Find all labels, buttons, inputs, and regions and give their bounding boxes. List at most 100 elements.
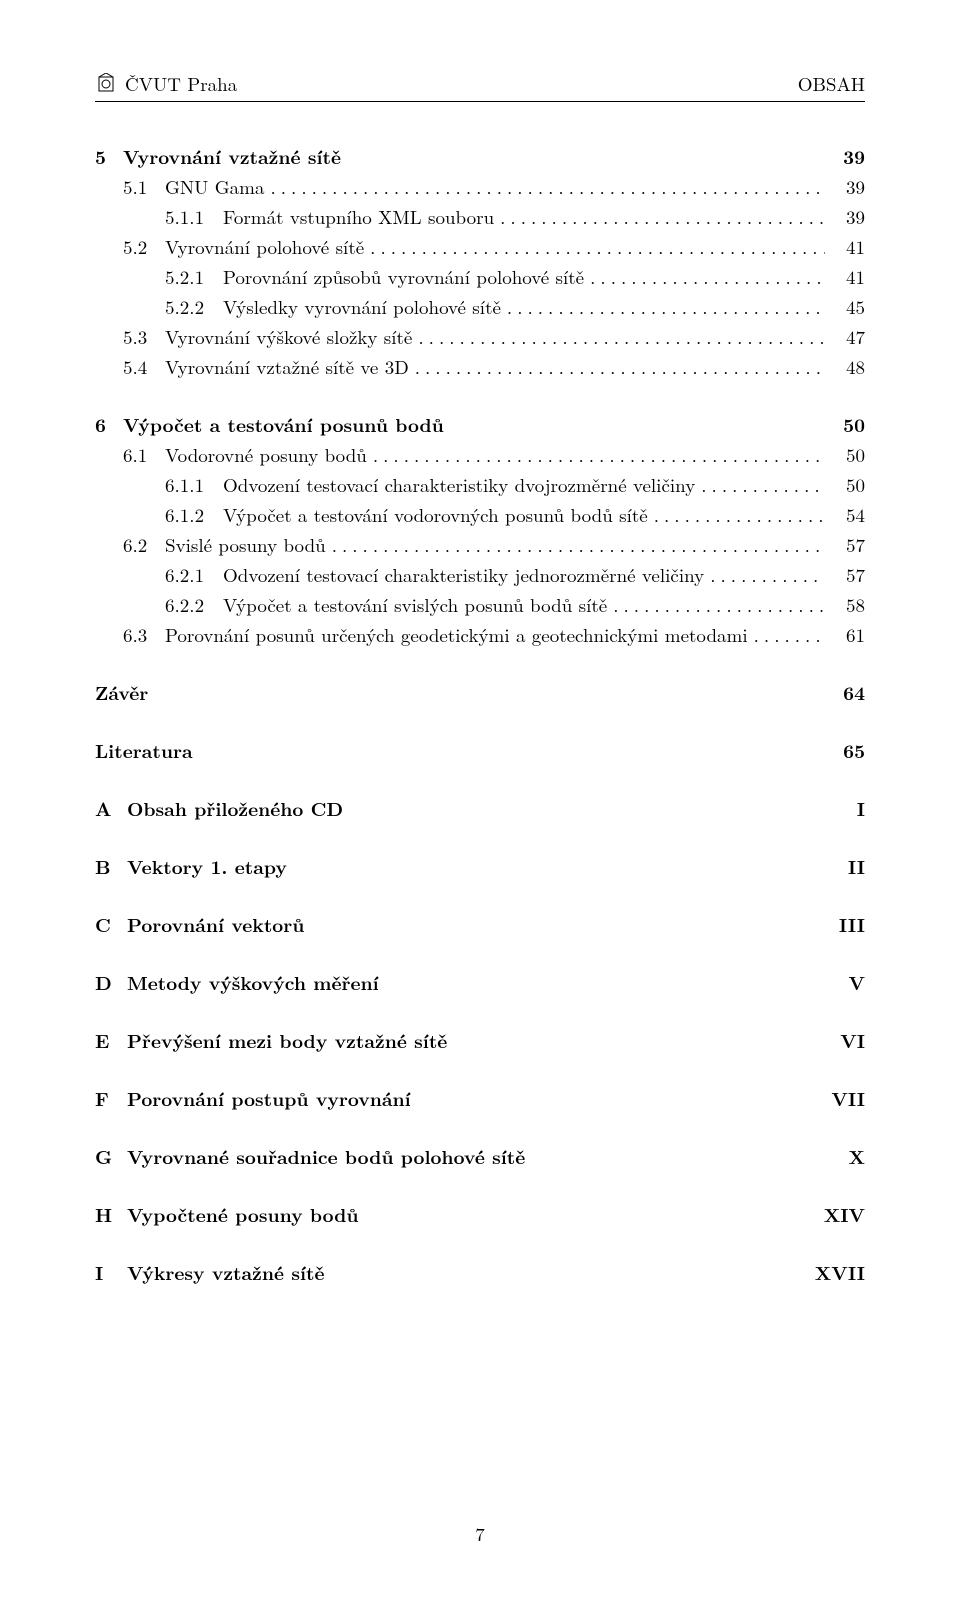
toc-entry: 6Výpočet a testování posunů bodů50: [95, 410, 865, 438]
toc-number: 5.1: [123, 173, 165, 200]
toc-leader-dots: [367, 441, 825, 468]
toc-page: 50: [825, 410, 865, 438]
toc-leader-dots: [412, 323, 825, 350]
toc-title: Vodorovné posuny bodů: [165, 441, 367, 468]
toc-leader-dots: [264, 173, 825, 200]
toc-page: 57: [825, 531, 865, 558]
toc-entry: DMetody výškových měřeníV: [95, 968, 865, 996]
toc-number: 5.2.2: [165, 293, 223, 320]
toc-entry: EPřevýšení mezi body vztažné sítě VI: [95, 1026, 865, 1054]
toc-leader-dots: [364, 233, 825, 260]
toc-number: 6.2: [123, 531, 165, 558]
toc-entry: 6.2Svislé posuny bodů 57: [95, 531, 865, 558]
toc-number: 5: [95, 142, 123, 170]
toc-entry: AObsah přiloženého CD I: [95, 794, 865, 822]
toc-entry: 6.1.2Výpočet a testování vodorovných pos…: [95, 501, 865, 528]
toc-entry: 5.4Vyrovnání vztažné sítě ve 3D48: [95, 353, 865, 380]
toc-number: 6.2.1: [165, 561, 223, 588]
toc-number: 6.2.2: [165, 591, 223, 618]
toc-number: I: [95, 1258, 127, 1286]
toc-title: Vyrovnání polohové sítě: [165, 233, 364, 260]
toc-entry: 5.3Vyrovnání výškové složky sítě47: [95, 323, 865, 350]
toc-page: VI: [825, 1026, 865, 1054]
toc-title: Obsah přiloženého CD: [127, 794, 343, 822]
toc-leader-dots: [584, 263, 825, 290]
toc-page: VII: [825, 1084, 865, 1112]
toc-number: H: [95, 1200, 127, 1228]
toc-page: 47: [825, 323, 865, 350]
toc-entry: 5.2.2Výsledky vyrovnání polohové sítě 45: [95, 293, 865, 320]
toc-title: Vyrovnání vztažné sítě ve 3D: [165, 353, 409, 380]
toc-entry: 6.2.1Odvození testovací charakteristiky …: [95, 561, 865, 588]
toc-page: II: [825, 852, 865, 880]
header-left: ČVUT Praha: [95, 70, 237, 97]
toc-leader-dots: [748, 621, 825, 648]
toc-number: F: [95, 1084, 127, 1112]
toc-title: Vektory 1. etapy: [127, 852, 287, 880]
table-of-contents: 5Vyrovnání vztažné sítě395.1GNU Gama395.…: [95, 142, 865, 1286]
toc-number: E: [95, 1026, 127, 1054]
toc-number: C: [95, 910, 127, 938]
toc-standalone-block: Literatura65: [95, 736, 865, 764]
header-rule: [95, 101, 865, 102]
cvut-logo-icon: [95, 73, 117, 95]
toc-number: B: [95, 852, 127, 880]
toc-title: Převýšení mezi body vztažné sítě: [127, 1026, 447, 1054]
toc-page: XVII: [815, 1258, 865, 1286]
toc-page: 65: [825, 736, 865, 764]
toc-number: G: [95, 1142, 127, 1170]
toc-number: 6.1: [123, 441, 165, 468]
toc-title: Porovnání postupů vyrovnání: [127, 1084, 411, 1112]
toc-entry: 6.1Vodorovné posuny bodů 50: [95, 441, 865, 468]
toc-title: Vyrovnané souřadnice bodů polohové sítě: [127, 1142, 525, 1170]
page-header: ČVUT Praha OBSAH: [95, 70, 865, 97]
toc-page: 41: [825, 263, 865, 290]
toc-entry: Závěr64: [95, 678, 865, 706]
toc-entry: 5.2Vyrovnání polohové sítě41: [95, 233, 865, 260]
toc-title: Závěr: [95, 678, 148, 706]
toc-entry: FPorovnání postupů vyrovnání VII: [95, 1084, 865, 1112]
header-institution: ČVUT Praha: [125, 70, 237, 97]
toc-leader-dots: [695, 471, 825, 498]
toc-title: Odvození testovací charakteristiky dvojr…: [223, 471, 695, 498]
toc-page: 45: [825, 293, 865, 320]
toc-entry: IVýkresy vztažné sítě XVII: [95, 1258, 865, 1286]
toc-title: Výsledky vyrovnání polohové sítě: [223, 293, 501, 320]
toc-title: Formát vstupního XML souboru: [223, 203, 494, 230]
toc-entry: 5.1GNU Gama39: [95, 173, 865, 200]
toc-entry: BVektory 1. etapy II: [95, 852, 865, 880]
toc-chapter-block: 6Výpočet a testování posunů bodů506.1Vod…: [95, 410, 865, 648]
page-number: 7: [0, 1520, 960, 1547]
toc-leader-dots: [501, 293, 825, 320]
toc-leader-dots: [326, 531, 825, 558]
toc-page: 54: [825, 501, 865, 528]
toc-page: 39: [825, 203, 865, 230]
toc-number: 6.3: [123, 621, 165, 648]
toc-chapter-block: 5Vyrovnání vztažné sítě395.1GNU Gama395.…: [95, 142, 865, 380]
toc-title: Porovnání vektorů: [127, 910, 304, 938]
toc-title: Svislé posuny bodů: [165, 531, 326, 558]
toc-title: Výpočet a testování posunů bodů: [123, 410, 444, 438]
toc-title: Porovnání posunů určených geodetickými a…: [165, 621, 748, 648]
toc-page: XIV: [824, 1200, 865, 1228]
toc-page: 41: [825, 233, 865, 260]
toc-number: 6.1.1: [165, 471, 223, 498]
toc-title: Výkresy vztažné sítě: [127, 1258, 325, 1286]
toc-title: Metody výškových měření: [127, 968, 379, 996]
toc-standalone-block: Závěr64: [95, 678, 865, 706]
toc-appendix-block: AObsah přiloženého CD I BVektory 1. etapy I…: [95, 794, 865, 1286]
toc-page: 57: [825, 561, 865, 588]
toc-number: A: [95, 794, 127, 822]
toc-title: Vyrovnání výškové složky sítě: [165, 323, 412, 350]
toc-title: Vypočtené posuny bodů: [127, 1200, 359, 1228]
toc-entry: 5Vyrovnání vztažné sítě39: [95, 142, 865, 170]
toc-leader-dots: [409, 353, 825, 380]
toc-page: 50: [825, 441, 865, 468]
toc-page: X: [825, 1142, 865, 1170]
toc-number: 5.1.1: [165, 203, 223, 230]
toc-entry: 6.3Porovnání posunů určených geodetickým…: [95, 621, 865, 648]
toc-page: I: [825, 794, 865, 822]
toc-entry: 5.1.1Formát vstupního XML souboru 39: [95, 203, 865, 230]
toc-page: 61: [825, 621, 865, 648]
toc-title: GNU Gama: [165, 173, 264, 200]
